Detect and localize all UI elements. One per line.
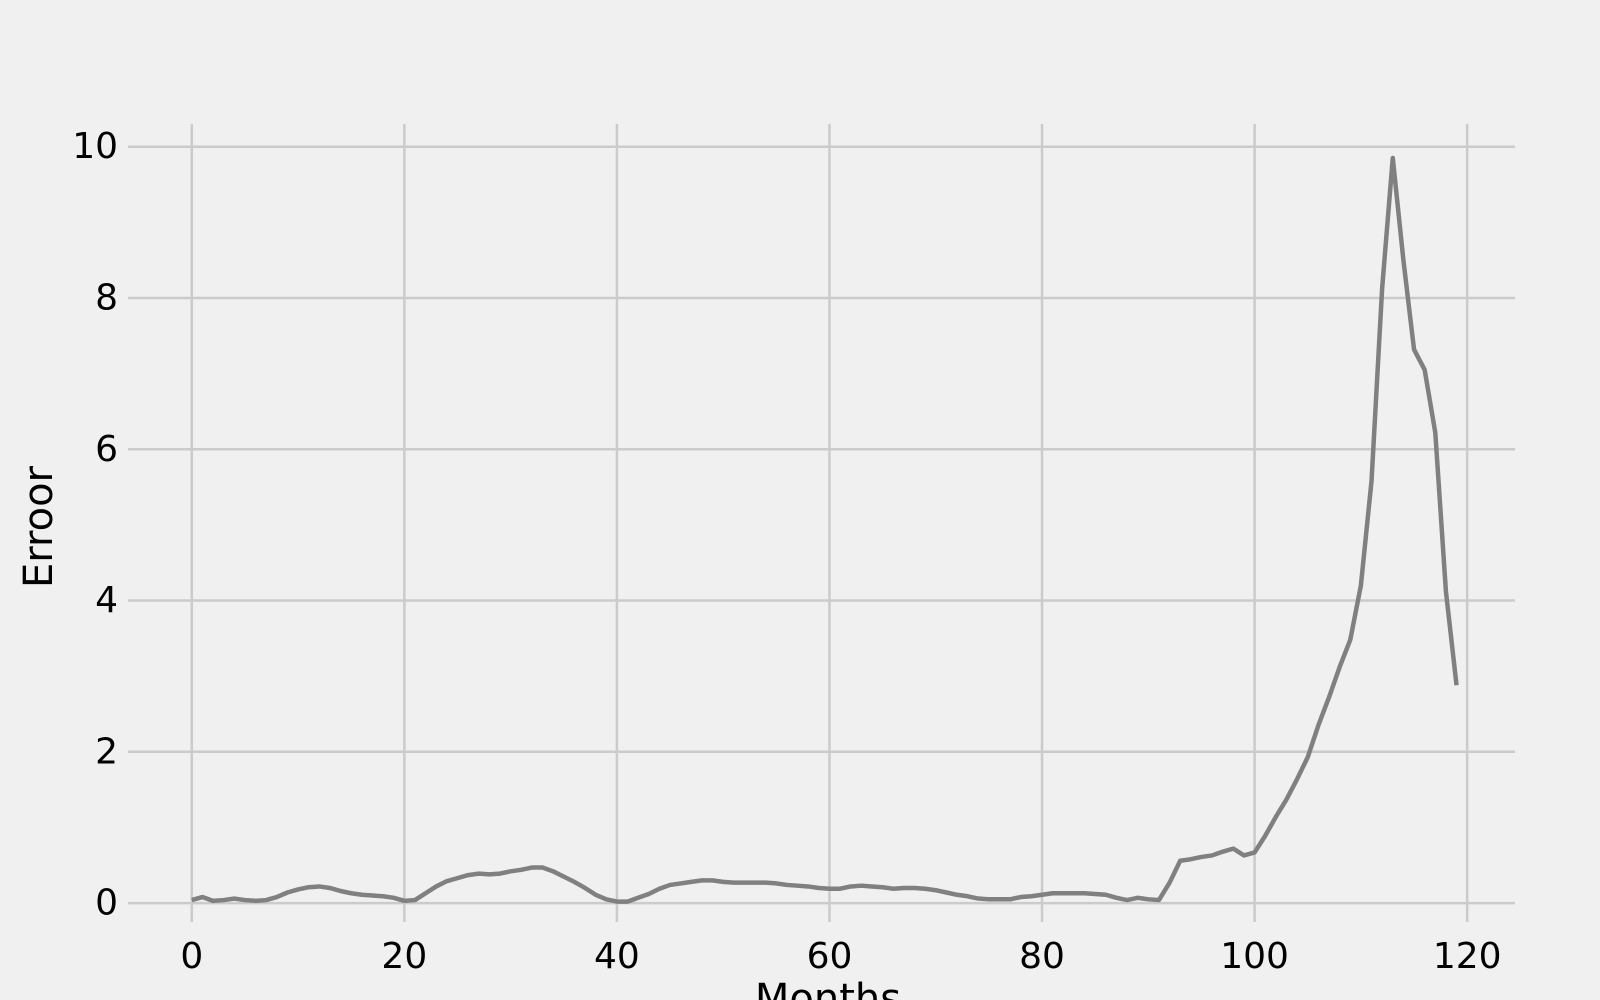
y-gridlines: [128, 145, 1515, 905]
y-tick-label: 8: [95, 277, 118, 318]
x-tick-label: 40: [594, 936, 640, 977]
x-tick-label: 0: [180, 936, 203, 977]
y-tick-label: 2: [95, 731, 118, 772]
x-tick-label: 100: [1220, 936, 1289, 977]
y-axis-title: Erroor: [16, 465, 62, 588]
x-tick-label: 20: [381, 936, 427, 977]
x-tick-labels: 0 20 40 60 80 100 120: [180, 936, 1501, 977]
series-line: [191, 155, 1459, 904]
y-tick-labels: 0 2 4 6 8 10: [72, 126, 118, 923]
x-tick-label: 60: [807, 936, 853, 977]
x-axis-title: Months: [755, 976, 901, 1000]
y-tick-label: 0: [95, 883, 118, 924]
x-tick-label: 120: [1433, 936, 1502, 977]
x-tick-label: 80: [1019, 936, 1065, 977]
y-tick-label: 4: [95, 580, 118, 621]
y-tick-label: 6: [95, 429, 118, 470]
x-gridlines: [190, 124, 1469, 922]
y-tick-label: 10: [72, 126, 118, 167]
